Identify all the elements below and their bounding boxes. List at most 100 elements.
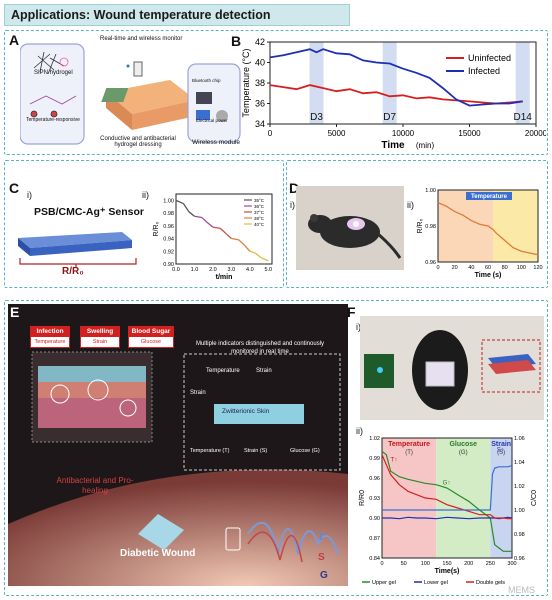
y2-tick-label: 0.98	[514, 532, 525, 538]
blood-sugar-sub: Glucose	[140, 339, 162, 345]
data-segment	[231, 237, 239, 241]
region-sub: (G)	[459, 450, 468, 456]
monitor-label: Real-time and wireless monitor	[100, 36, 183, 42]
x-tick-label: 50	[401, 561, 407, 567]
x-tick-label: 150	[442, 561, 451, 567]
antibacterial-label: Antibacterial and Pro-healing	[56, 476, 134, 495]
chart-d-frame	[437, 189, 539, 263]
mouse-device-photo	[360, 316, 544, 420]
data-segment	[182, 203, 190, 213]
panel-banner-title: Applications: Wound temperature detectio…	[4, 4, 350, 26]
panel-f-ii-label: ii)	[356, 426, 363, 436]
x-tick-label: 5000	[328, 129, 346, 138]
background-region-2	[493, 190, 538, 262]
y2-tick-label: 1.06	[514, 436, 525, 442]
legend-label: 40°C	[254, 222, 265, 227]
panel-d-label: D	[289, 180, 300, 196]
legend-label: 36°C	[254, 204, 265, 209]
x-tick-label: 20	[452, 265, 458, 271]
x-tick-label: 5.0	[264, 267, 272, 273]
x-tick-label: 1.0	[191, 267, 199, 273]
background-region-1	[438, 190, 493, 262]
y-tick-label: 0.96	[425, 260, 436, 266]
x-axis-label: Time (s)	[475, 272, 502, 279]
y-axis-label: R/R₀	[417, 218, 424, 233]
annotation: T↑	[391, 457, 398, 463]
panel-d-i-label: i)	[290, 200, 295, 210]
region-title: Strain	[491, 441, 511, 448]
series-line	[437, 202, 539, 256]
chart-d-temperature: Temperature 1.00 0.98 0.960 20 40 60 80 100 120 R/…	[417, 188, 543, 279]
x-tick-label: 200	[464, 561, 473, 567]
wireless-module-label: Wireless module	[192, 139, 241, 146]
blood-sugar-title: Blood Sugar	[129, 327, 173, 337]
data-segment	[260, 257, 269, 262]
marker-label: D7	[383, 112, 396, 123]
region-sub: (S)	[497, 450, 505, 456]
data-segment	[225, 232, 232, 240]
swelling-sub: Strain	[92, 339, 108, 345]
x-tick-label: 20000	[525, 129, 546, 138]
series-line	[381, 450, 512, 552]
x-axis-label: t/min	[216, 274, 233, 281]
bottom-temperature-label: Temperature (T)	[190, 448, 230, 454]
infection-title: Infection	[31, 327, 69, 337]
bluetooth-label: Bluetooth chip	[192, 78, 221, 83]
region-title: Glucose	[449, 441, 477, 448]
y-tick-label: 0.90	[369, 516, 380, 522]
y-axis-label: Temperature (°C)	[241, 48, 251, 117]
y-tick-label: 0.87	[369, 536, 380, 542]
x-tick-label: 0	[436, 265, 439, 271]
strain-arrow-label-left: Strain	[190, 390, 206, 396]
panel-ef-frame	[4, 300, 548, 596]
series-line-uninfected	[269, 84, 523, 105]
region-title: Temperature	[388, 441, 430, 448]
legend-label: 35°C	[254, 198, 265, 203]
swelling-title: Swelling	[81, 327, 119, 337]
y2-tick-label: 1.02	[514, 484, 525, 490]
panel-a-illustration	[19, 34, 248, 152]
infection-badge: Infection Temperature	[30, 326, 70, 348]
legend-label: 37°C	[254, 210, 265, 215]
x-tick-label: 10000	[392, 129, 415, 138]
panel-c-ii-label: ii)	[142, 190, 149, 200]
watermark-text: MEMS	[508, 585, 535, 595]
data-segment	[243, 244, 251, 252]
y-tick-label: 0.99	[369, 456, 380, 462]
panel-c-label: C	[9, 180, 20, 196]
y-tick-label: 0.98	[163, 211, 174, 217]
power-label: Electrical power	[196, 118, 228, 123]
x-tick-label: 0	[268, 129, 273, 138]
panel-b-label: B	[231, 33, 242, 49]
y-tick-label: 0.96	[369, 476, 380, 482]
y-tick-label: 0.84	[369, 556, 380, 562]
marker-label: D3	[310, 112, 323, 123]
x-tick-label: 100	[517, 265, 526, 271]
panel-a-frame	[4, 30, 548, 155]
legend-label: Upper gel	[372, 580, 396, 586]
y-tick-label: 1.00	[163, 198, 174, 204]
panel-c-i-label: i)	[27, 190, 32, 200]
wave-g-label: G	[320, 570, 328, 581]
zwitterionic-skin-label: Zwitterionic Skin	[222, 408, 270, 415]
data-segment	[188, 211, 195, 217]
y2-axis-label: C/C0	[531, 490, 538, 506]
data-segment	[201, 217, 208, 224]
chart-f-frame	[381, 437, 513, 559]
rr0-label: R/R₀	[62, 266, 84, 277]
data-segment	[206, 222, 214, 228]
y-tick-label: 0.92	[163, 249, 174, 255]
sipn-label: SIPN hydrogel	[34, 70, 73, 76]
x-axis-label: Time	[381, 140, 405, 151]
annotation: S↑	[497, 447, 504, 453]
data-segment	[212, 226, 221, 230]
data-segment	[254, 252, 262, 259]
chart-f-multisensor: Temperature (T) Glucose (G) Strain (S) 1.02 0.9…	[359, 436, 538, 586]
region-sub: (T)	[405, 450, 413, 456]
y2-tick-label: 1.00	[514, 508, 525, 514]
sensor-illustration	[12, 228, 142, 284]
bottom-glucose-label: Glucose (G)	[290, 448, 320, 454]
x-tick-label: 40	[468, 265, 474, 271]
bottom-strain-label: Strain (S)	[244, 448, 268, 454]
marker-band	[309, 42, 324, 124]
